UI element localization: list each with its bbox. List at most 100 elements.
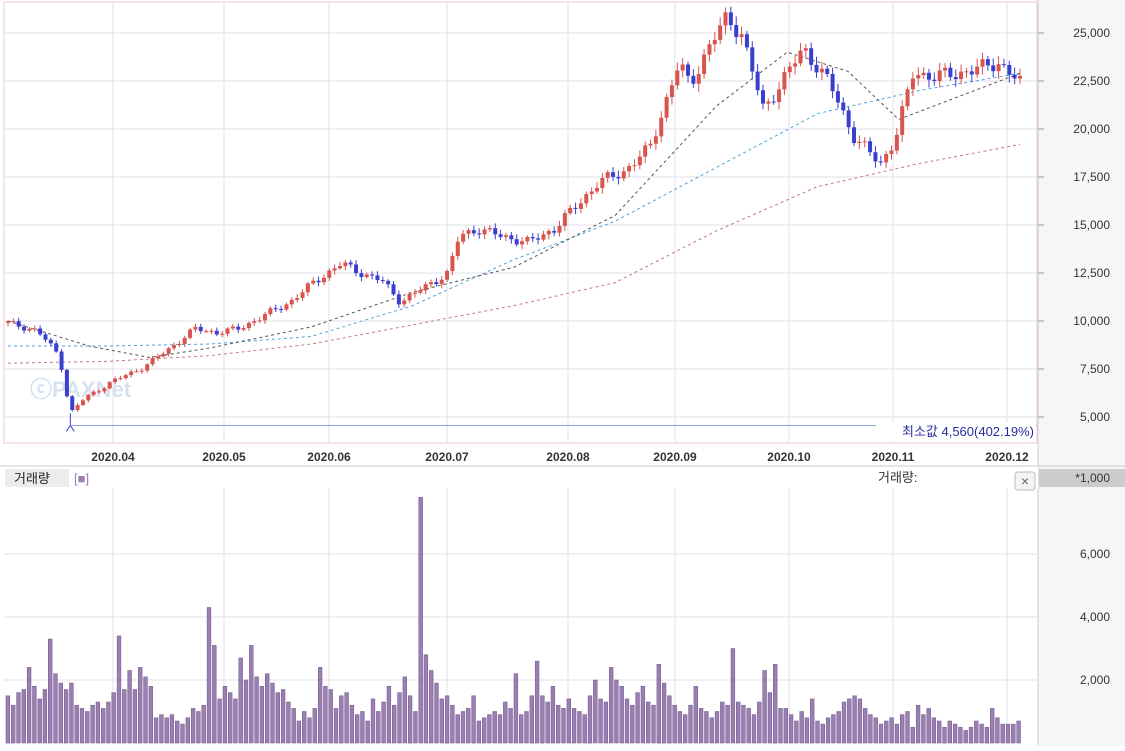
candle-up	[327, 270, 332, 278]
candle-up	[632, 165, 637, 167]
volume-bar	[238, 657, 243, 744]
volume-bar	[857, 698, 863, 744]
volume-bar	[259, 686, 265, 744]
candle-up	[589, 191, 594, 195]
volume-bar	[418, 497, 423, 744]
volume-bar	[26, 667, 32, 744]
candle-down	[552, 230, 557, 233]
volume-bar	[831, 714, 836, 744]
candle-up	[75, 405, 80, 411]
volume-bar	[725, 704, 730, 744]
candle-down	[616, 176, 621, 179]
candle-up	[702, 54, 707, 75]
volume-bar	[460, 711, 466, 744]
volume-bar	[5, 695, 11, 744]
volume-bar	[434, 682, 439, 744]
volume-bar	[429, 670, 434, 744]
volume-bar	[873, 717, 878, 744]
volume-bar	[328, 689, 333, 744]
volume-bar	[492, 711, 497, 744]
volume-bar	[228, 692, 233, 744]
candle-up	[777, 89, 782, 103]
volume-bar	[355, 714, 360, 744]
volume-bar	[942, 727, 947, 744]
candle-up	[520, 241, 525, 245]
volume-bar	[53, 673, 58, 744]
candle-up	[263, 314, 268, 321]
candle-down	[991, 65, 996, 72]
volume-bar	[122, 689, 127, 744]
candle-down	[734, 25, 739, 38]
candle-up	[177, 343, 182, 346]
candle-down	[755, 71, 760, 91]
volume-y-tick-label: 6,000	[1080, 547, 1110, 561]
candle-up	[343, 262, 348, 267]
candle-up	[884, 154, 889, 163]
volume-bar	[587, 695, 593, 744]
volume-bar	[466, 708, 471, 744]
volume-bar	[116, 635, 122, 744]
volume-legend-swatch: [■]	[74, 471, 89, 486]
close-icon[interactable]: ×	[1021, 473, 1029, 489]
volume-bar	[841, 701, 847, 744]
candle-up	[996, 64, 1001, 72]
volume-bar	[206, 607, 212, 744]
volume-bar	[74, 704, 79, 744]
volume-bar	[233, 698, 238, 744]
volume-bar	[534, 660, 540, 744]
volume-bar	[630, 704, 635, 744]
candle-up	[155, 356, 160, 359]
volume-bar	[349, 704, 355, 744]
volume-bar	[651, 704, 656, 744]
volume-bar	[423, 654, 429, 744]
x-tick-label: 2020.09	[653, 450, 697, 464]
candle-up	[916, 75, 921, 79]
candle-up	[257, 320, 262, 322]
volume-bar	[561, 708, 566, 744]
volume-bar	[508, 708, 513, 744]
candle-up	[418, 290, 423, 293]
candle-up	[1018, 75, 1022, 79]
candle-down	[370, 274, 375, 276]
candle-up	[782, 72, 787, 90]
candle-up	[97, 391, 102, 393]
candle-down	[70, 396, 75, 411]
volume-bar	[783, 708, 788, 744]
volume-bar	[317, 667, 323, 744]
volume-header-band	[0, 465, 1038, 488]
volume-bar	[609, 667, 614, 744]
volume-bar	[243, 679, 249, 744]
y-tick-label: 20,000	[1073, 122, 1110, 136]
candle-up	[894, 134, 899, 151]
volume-bar	[757, 701, 762, 744]
candle-down	[953, 77, 958, 80]
candle-up	[798, 50, 803, 64]
volume-bar	[296, 720, 302, 744]
volume-bar	[111, 692, 116, 744]
close-button-bg[interactable]	[1014, 471, 1036, 491]
candle-down	[691, 75, 696, 84]
volume-title-bg	[5, 469, 69, 487]
ma-long-line	[7, 143, 1021, 364]
volume-bar	[582, 714, 587, 744]
volume-bar	[487, 714, 492, 744]
candle-down	[814, 64, 819, 73]
ma-mid-line	[8, 72, 1021, 347]
volume-bar	[21, 689, 26, 744]
volume-bar	[556, 704, 561, 744]
volume-bar	[593, 679, 598, 744]
candle-down	[434, 282, 439, 285]
candle-up	[11, 321, 16, 323]
volume-bar	[1011, 723, 1016, 744]
candle-up	[429, 282, 434, 285]
volume-bar	[900, 714, 905, 744]
volume-close-button[interactable]: ×	[1014, 471, 1036, 491]
candle-up	[723, 12, 728, 26]
volume-bar	[952, 723, 958, 744]
volume-bar	[476, 720, 482, 744]
candle-down	[38, 328, 43, 335]
candle-up	[889, 150, 894, 155]
volume-bar	[524, 711, 529, 744]
candle-down	[273, 308, 278, 310]
